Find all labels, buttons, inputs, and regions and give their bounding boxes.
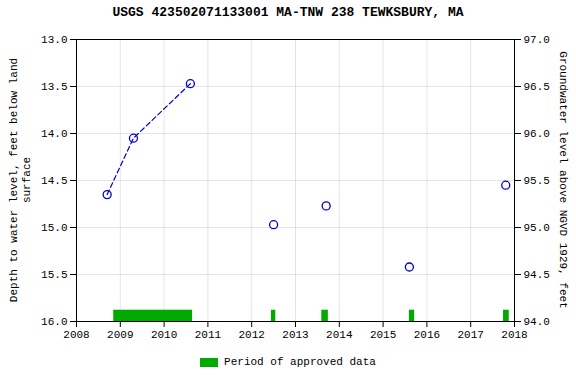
svg-text:94.5: 94.5 [524, 269, 550, 281]
html-text:Period of approved data: Period of approved data [224, 356, 376, 368]
svg-text:2016: 2016 [414, 329, 440, 341]
svg-text:2013: 2013 [282, 329, 308, 341]
svg-text:2017: 2017 [457, 329, 483, 341]
svg-text:94.0: 94.0 [524, 316, 550, 328]
svg-text:97.0: 97.0 [524, 34, 550, 46]
svg-text:14.5: 14.5 [41, 175, 67, 187]
svg-text:95.0: 95.0 [524, 222, 550, 234]
svg-text:13.0: 13.0 [41, 34, 67, 46]
svg-text:15.5: 15.5 [41, 269, 67, 281]
svg-text:96.5: 96.5 [524, 81, 550, 93]
svg-text:2010: 2010 [151, 329, 177, 341]
svg-text:Depth to water level, feet bel: Depth to water level, feet below landsur… [8, 58, 33, 302]
svg-text:13.5: 13.5 [41, 81, 67, 93]
svg-text:96.0: 96.0 [524, 128, 550, 140]
svg-text:14.0: 14.0 [41, 128, 67, 140]
svg-text:2011: 2011 [195, 329, 222, 341]
svg-text:2009: 2009 [107, 329, 133, 341]
svg-text:2014: 2014 [326, 329, 353, 341]
svg-text:2018: 2018 [501, 329, 527, 341]
svg-text:2012: 2012 [238, 329, 264, 341]
svg-text:2015: 2015 [370, 329, 396, 341]
svg-text:Groundwater level above NGVD 1: Groundwater level above NGVD 1929, feet [557, 51, 569, 308]
svg-text:15.0: 15.0 [41, 222, 67, 234]
html-text:USGS 423502071133001 MA-TNW 23: USGS 423502071133001 MA-TNW 238 TEWKSBUR… [112, 5, 464, 20]
svg-text:2008: 2008 [63, 329, 89, 341]
svg-text:16.0: 16.0 [41, 316, 67, 328]
svg-text:95.5: 95.5 [524, 175, 550, 187]
